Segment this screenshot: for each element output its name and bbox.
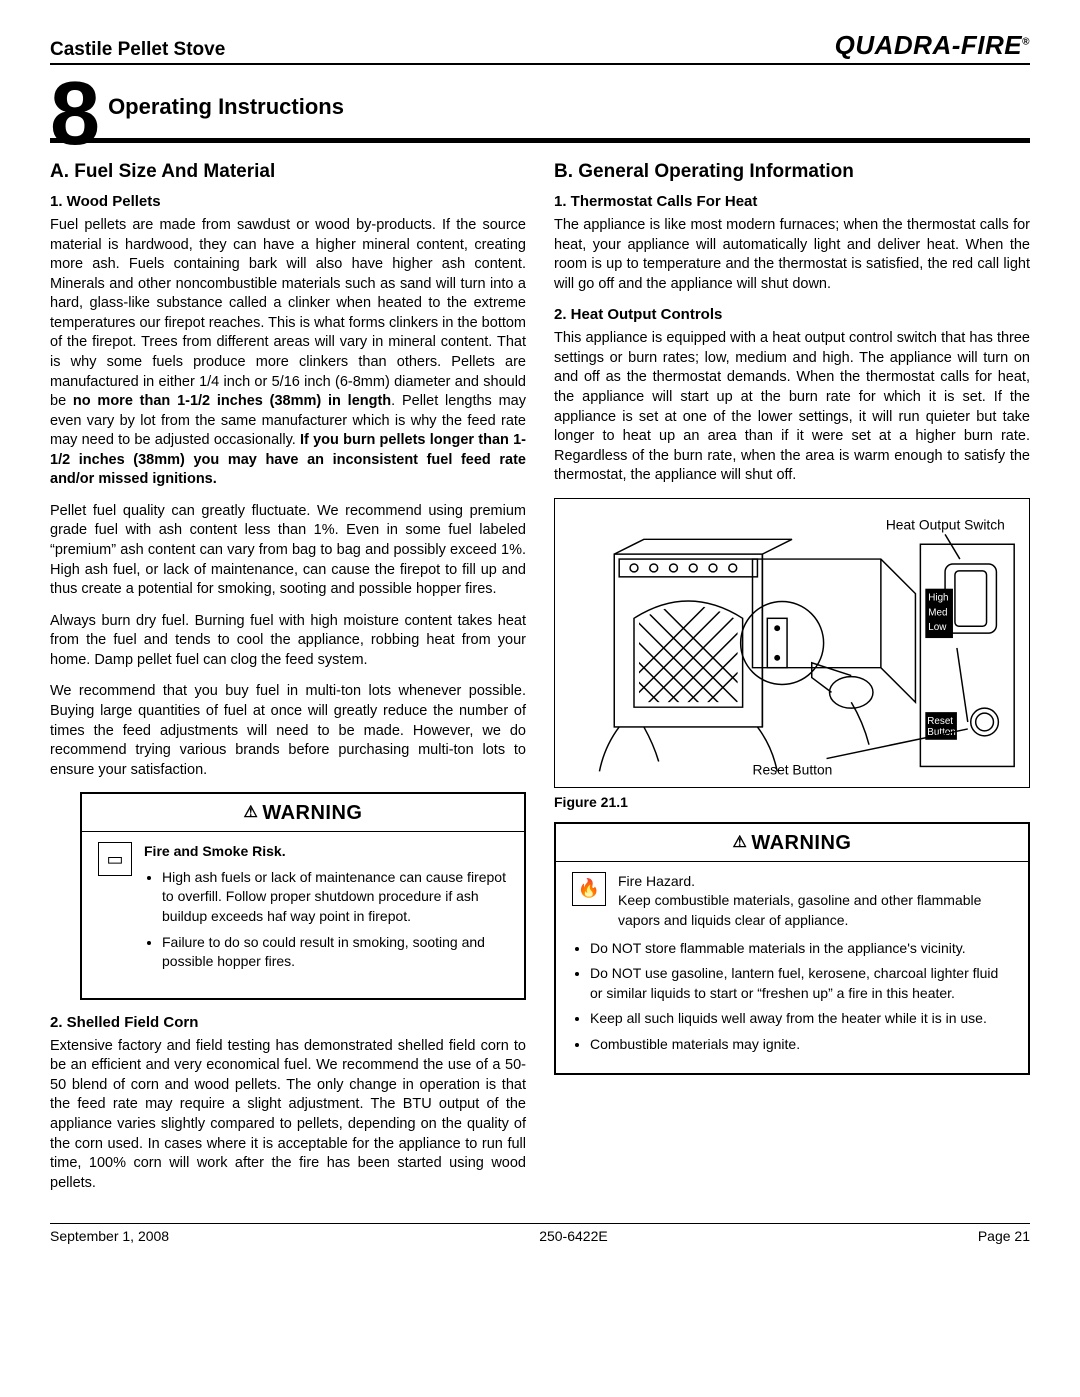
brand-logo: QUADRA-FIRE® — [835, 30, 1030, 61]
footer-docnum: 250-6422E — [539, 1228, 608, 1244]
svg-text:Reset: Reset — [927, 716, 953, 727]
stove-diagram-svg: Heat Output Switch High Med Low Reset Bu… — [555, 499, 1029, 787]
figure-caption: Figure 21.1 — [554, 794, 1030, 810]
warning-bullet: Failure to do so could result in smoking… — [162, 933, 508, 972]
para-b1: The appliance is like most modern furnac… — [554, 216, 1030, 294]
warning-body: 🔥 Fire Hazard. Keep combustible material… — [556, 862, 1028, 1073]
para-a2: Pellet fuel quality can greatly fluctuat… — [50, 502, 526, 600]
chapter-header: 8 Operating Instructions — [50, 75, 1030, 143]
heading-a1: 1. Wood Pellets — [50, 193, 526, 210]
column-left: A. Fuel Size And Material 1. Wood Pellet… — [50, 161, 526, 1205]
chapter-number: 8 — [50, 83, 100, 146]
footer-page: Page 21 — [978, 1228, 1030, 1244]
warning-bullet: Do NOT use gasoline, lantern fuel, keros… — [590, 964, 1012, 1003]
column-right: B. General Operating Information 1. Ther… — [554, 161, 1030, 1205]
svg-text:Low: Low — [928, 622, 947, 633]
heading-a2: 2. Shelled Field Corn — [50, 1014, 526, 1031]
warning-bullet: Keep all such liquids well away from the… — [590, 1009, 1012, 1029]
warning-title: ⚠WARNING — [556, 824, 1028, 862]
para-a1: Fuel pellets are made from sawdust or wo… — [50, 216, 526, 490]
page-header: Castile Pellet Stove QUADRA-FIRE® — [50, 30, 1030, 65]
heading-b: B. General Operating Information — [554, 161, 1030, 183]
svg-text:High: High — [928, 592, 948, 603]
para-b2: This appliance is equipped with a heat o… — [554, 329, 1030, 486]
warning-subhead: Fire Hazard. — [618, 872, 1012, 892]
label-heat-output-switch: Heat Output Switch — [886, 516, 1005, 532]
label-reset-button: Reset Button — [753, 761, 833, 777]
footer-date: September 1, 2008 — [50, 1228, 169, 1244]
warning-lead: Keep combustible materials, gasoline and… — [618, 891, 1012, 930]
warning-bullet: High ash fuels or lack of maintenance ca… — [162, 868, 508, 927]
warning-body: ▭ Fire and Smoke Risk. High ash fuels or… — [82, 832, 524, 998]
svg-text:Med: Med — [928, 607, 947, 618]
warning-subhead: Fire and Smoke Risk. — [144, 842, 508, 862]
heading-b2: 2. Heat Output Controls — [554, 306, 1030, 323]
product-name: Castile Pellet Stove — [50, 39, 225, 61]
content-columns: A. Fuel Size And Material 1. Wood Pellet… — [50, 161, 1030, 1205]
chapter-title: Operating Instructions — [108, 94, 344, 120]
stove-warning-icon: ▭ — [98, 842, 132, 876]
figure-heat-output: Heat Output Switch High Med Low Reset Bu… — [554, 498, 1030, 788]
heading-a: A. Fuel Size And Material — [50, 161, 526, 183]
warning-box-fire-smoke: ⚠WARNING ▭ Fire and Smoke Risk. High ash… — [80, 792, 526, 1000]
para-a3: Always burn dry fuel. Burning fuel with … — [50, 612, 526, 671]
warning-triangle-icon: ⚠ — [243, 804, 258, 821]
page-footer: September 1, 2008 250-6422E Page 21 — [50, 1223, 1030, 1244]
para-a4: We recommend that you buy fuel in multi-… — [50, 682, 526, 780]
para-a5: Extensive factory and field testing has … — [50, 1037, 526, 1194]
warning-triangle-icon: ⚠ — [732, 834, 747, 851]
warning-box-fire-hazard: ⚠WARNING 🔥 Fire Hazard. Keep combustible… — [554, 822, 1030, 1075]
warning-bullet: Do NOT store flammable materials in the … — [590, 939, 1012, 959]
flame-warning-icon: 🔥 — [572, 872, 606, 906]
warning-title: ⚠WARNING — [82, 794, 524, 832]
heading-b1: 1. Thermostat Calls For Heat — [554, 193, 1030, 210]
warning-bullet: Combustible materials may ignite. — [590, 1035, 1012, 1055]
